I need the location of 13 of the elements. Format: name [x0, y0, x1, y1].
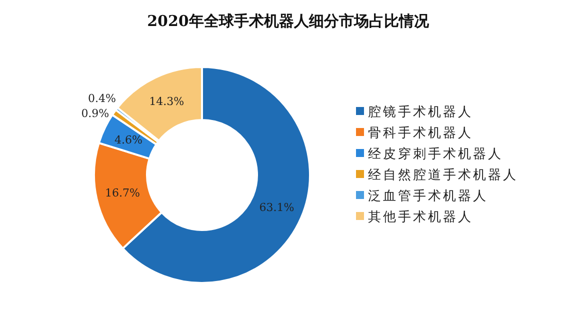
legend-label: 骨科手术机器人 — [368, 126, 473, 140]
legend-label: 经自然腔道手术机器人 — [368, 168, 518, 182]
legend-label: 腔镜手术机器人 — [368, 104, 473, 120]
chart-title: 2020年全球手术机器人细分市场占比情况 — [146, 12, 430, 31]
legend-label: 泛血管手术机器人 — [368, 188, 488, 204]
data-label: 14.3% — [149, 95, 184, 108]
data-label: 0.4% — [88, 92, 116, 106]
data-label: 4.6% — [114, 133, 142, 146]
legend-label: 其他手术机器人 — [368, 210, 473, 224]
data-label: 0.9% — [81, 106, 110, 120]
data-label: 63.1% — [259, 201, 294, 214]
data-label: 16.7% — [105, 186, 140, 200]
legend-label: 经皮穿刺手术机器人 — [368, 146, 503, 162]
